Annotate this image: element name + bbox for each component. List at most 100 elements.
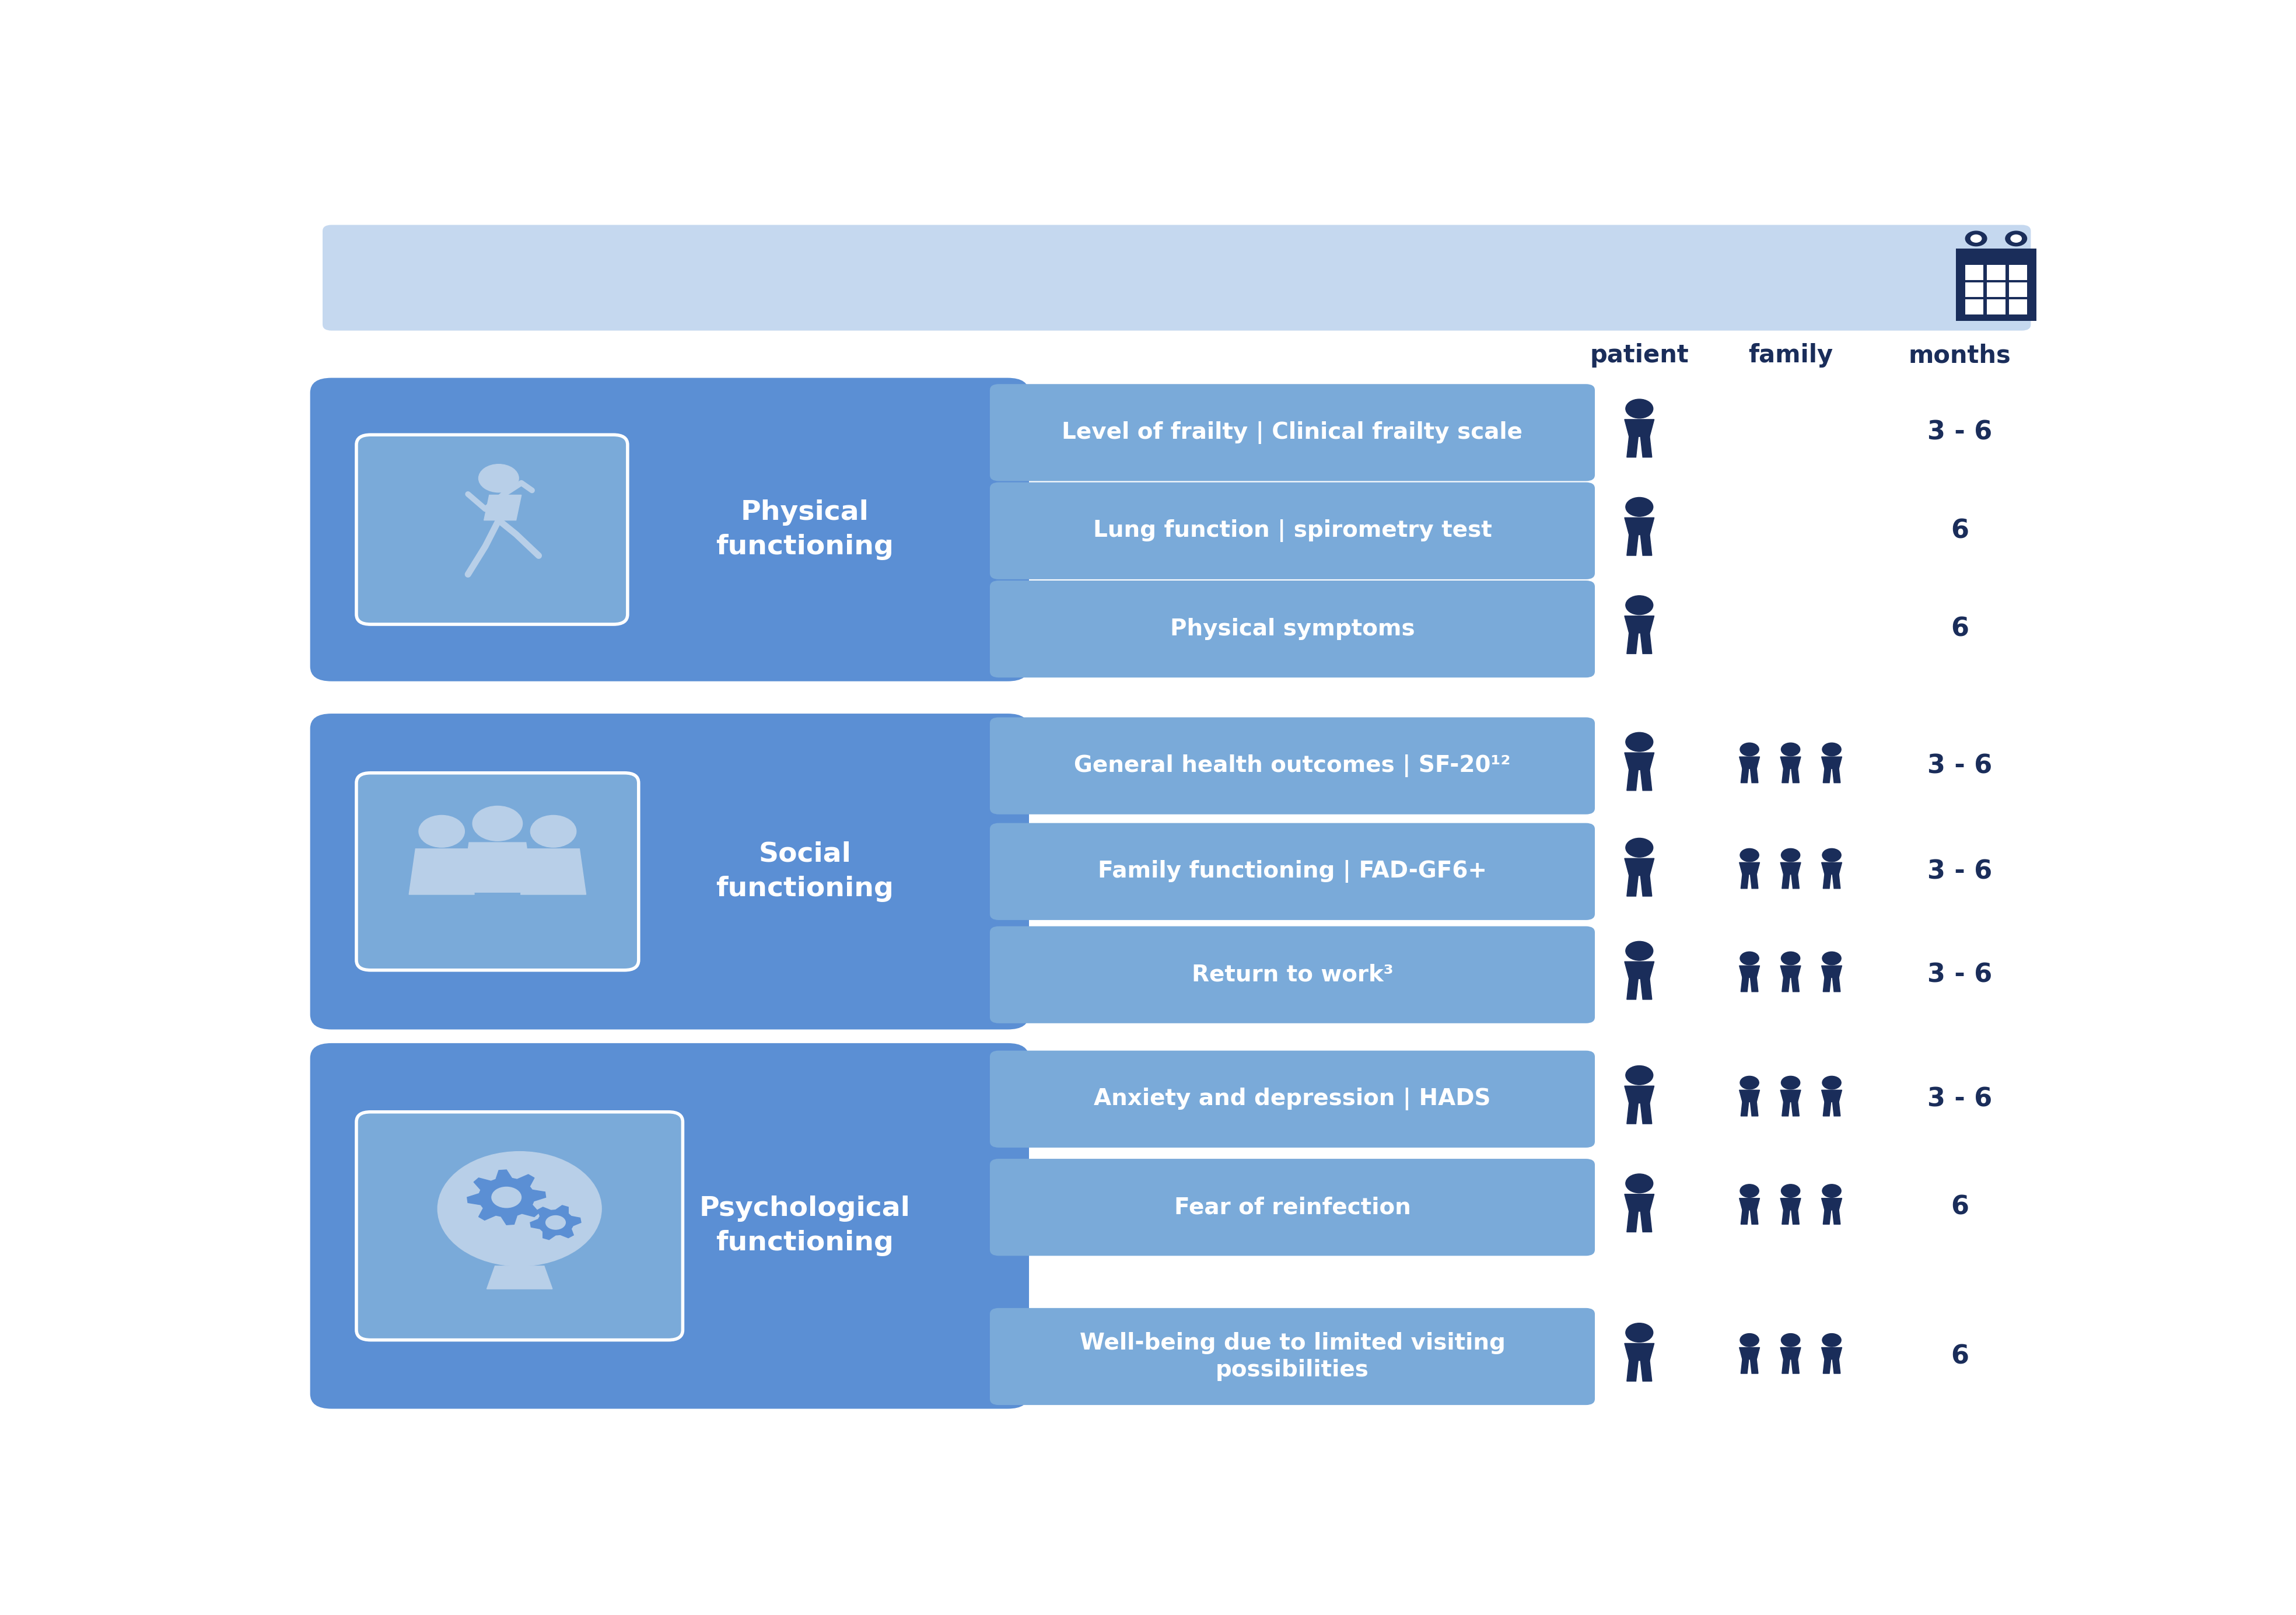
Polygon shape: [1740, 1360, 1750, 1373]
Polygon shape: [1639, 770, 1651, 790]
Polygon shape: [1628, 535, 1639, 556]
Polygon shape: [1782, 977, 1791, 992]
Polygon shape: [1628, 436, 1639, 457]
Text: 3 - 6: 3 - 6: [1926, 859, 1993, 883]
Circle shape: [1740, 848, 1759, 862]
FancyBboxPatch shape: [1986, 300, 2004, 315]
FancyBboxPatch shape: [310, 1043, 1029, 1408]
Text: patient: patient: [1589, 344, 1690, 368]
FancyBboxPatch shape: [1956, 249, 2037, 321]
Polygon shape: [1639, 535, 1651, 556]
Polygon shape: [1750, 1360, 1759, 1373]
Polygon shape: [1791, 977, 1800, 992]
Circle shape: [1823, 1076, 1841, 1089]
Polygon shape: [409, 849, 475, 895]
Circle shape: [1626, 1323, 1653, 1342]
Polygon shape: [1791, 1360, 1800, 1373]
FancyBboxPatch shape: [990, 717, 1596, 814]
Text: Return to work³: Return to work³: [1192, 964, 1394, 985]
FancyBboxPatch shape: [990, 580, 1596, 678]
Circle shape: [1823, 951, 1841, 964]
FancyBboxPatch shape: [356, 434, 627, 625]
Polygon shape: [1740, 1090, 1759, 1101]
Polygon shape: [1779, 1347, 1800, 1360]
Circle shape: [1823, 1184, 1841, 1197]
Text: Well-being due to limited visiting
possibilities: Well-being due to limited visiting possi…: [1079, 1332, 1506, 1381]
Polygon shape: [1740, 977, 1750, 992]
FancyBboxPatch shape: [356, 774, 638, 971]
Circle shape: [1626, 942, 1653, 961]
Circle shape: [1626, 596, 1653, 615]
Text: 3 - 6: 3 - 6: [1926, 753, 1993, 778]
Polygon shape: [1832, 769, 1841, 783]
Circle shape: [1626, 838, 1653, 858]
Polygon shape: [1779, 757, 1800, 769]
Text: Fear of reinfection: Fear of reinfection: [1173, 1197, 1410, 1218]
Polygon shape: [1626, 1085, 1653, 1103]
Polygon shape: [466, 1169, 546, 1224]
Polygon shape: [1639, 436, 1651, 457]
Polygon shape: [1782, 769, 1791, 783]
Polygon shape: [1626, 859, 1653, 875]
Polygon shape: [1779, 1198, 1800, 1210]
Polygon shape: [1823, 977, 1830, 992]
Polygon shape: [1740, 966, 1759, 977]
Text: Physical symptoms: Physical symptoms: [1171, 619, 1414, 640]
Circle shape: [1782, 743, 1800, 756]
Polygon shape: [1626, 615, 1653, 633]
Circle shape: [1740, 1184, 1759, 1197]
Polygon shape: [1626, 753, 1653, 770]
Circle shape: [418, 816, 464, 848]
Polygon shape: [1740, 1101, 1750, 1116]
Text: Psychological
functioning: Psychological functioning: [700, 1195, 909, 1256]
Polygon shape: [1750, 1101, 1759, 1116]
Polygon shape: [1832, 1101, 1841, 1116]
Circle shape: [2004, 231, 2027, 245]
Polygon shape: [1639, 633, 1651, 654]
FancyBboxPatch shape: [990, 483, 1596, 580]
Polygon shape: [1821, 1198, 1841, 1210]
Polygon shape: [1821, 1347, 1841, 1360]
FancyBboxPatch shape: [990, 1160, 1596, 1256]
Circle shape: [439, 1151, 602, 1266]
Polygon shape: [530, 1205, 581, 1240]
Polygon shape: [1823, 769, 1830, 783]
Polygon shape: [1740, 1198, 1759, 1210]
Text: Anxiety and depression | HADS: Anxiety and depression | HADS: [1093, 1089, 1490, 1111]
FancyBboxPatch shape: [1965, 300, 1984, 315]
Polygon shape: [1750, 769, 1759, 783]
Circle shape: [1626, 733, 1653, 751]
Polygon shape: [1639, 875, 1651, 896]
Polygon shape: [1821, 1090, 1841, 1101]
Polygon shape: [1740, 874, 1750, 888]
Polygon shape: [1628, 979, 1639, 1000]
Polygon shape: [1791, 874, 1800, 888]
Polygon shape: [1639, 1360, 1651, 1381]
Polygon shape: [1740, 757, 1759, 769]
Polygon shape: [487, 1266, 553, 1289]
Polygon shape: [1779, 1090, 1800, 1101]
Text: Social
functioning: Social functioning: [716, 841, 893, 901]
Polygon shape: [1823, 1101, 1830, 1116]
FancyBboxPatch shape: [2009, 300, 2027, 315]
Polygon shape: [1628, 875, 1639, 896]
FancyBboxPatch shape: [990, 927, 1596, 1024]
Circle shape: [1782, 1076, 1800, 1089]
Polygon shape: [1821, 966, 1841, 977]
Text: 3 - 6: 3 - 6: [1926, 963, 1993, 987]
Polygon shape: [1791, 1101, 1800, 1116]
Polygon shape: [1628, 1211, 1639, 1232]
Polygon shape: [1740, 1347, 1759, 1360]
Text: General health outcomes | SF-20¹²: General health outcomes | SF-20¹²: [1075, 754, 1511, 777]
FancyBboxPatch shape: [1965, 283, 1984, 297]
Polygon shape: [1639, 979, 1651, 1000]
Polygon shape: [1626, 1193, 1653, 1211]
Circle shape: [1782, 1184, 1800, 1197]
Circle shape: [1626, 1174, 1653, 1193]
Polygon shape: [521, 849, 585, 895]
Text: 6: 6: [1952, 1195, 1968, 1219]
Polygon shape: [1782, 1210, 1791, 1224]
Polygon shape: [461, 843, 533, 891]
FancyBboxPatch shape: [2009, 265, 2027, 279]
Polygon shape: [1626, 518, 1653, 535]
